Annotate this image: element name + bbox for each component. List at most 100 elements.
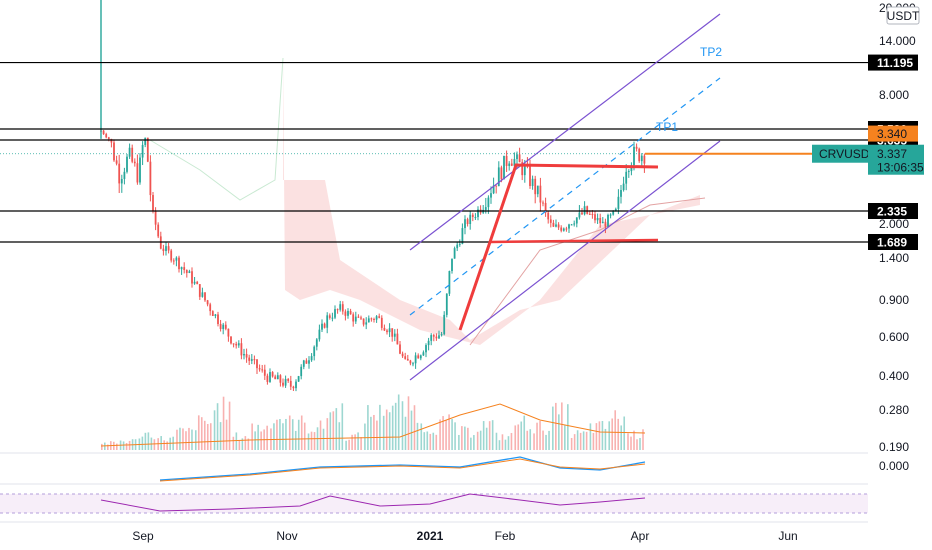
candle-body <box>523 165 526 176</box>
volume-bar <box>514 425 517 450</box>
candle-body <box>383 327 386 331</box>
candle-body <box>152 195 154 212</box>
candle-body <box>297 376 300 382</box>
candle-body <box>180 267 183 270</box>
candle-body <box>214 314 217 317</box>
volume-bar <box>407 396 410 450</box>
volume-bar <box>122 441 125 450</box>
volume-bar <box>410 410 413 450</box>
candle-body <box>362 318 365 325</box>
volume-bar <box>307 433 310 450</box>
candle-body <box>596 217 599 221</box>
candle-body <box>274 376 277 380</box>
candle-body <box>349 310 352 315</box>
volume-bar <box>370 416 372 450</box>
channel-upper-line <box>409 13 721 251</box>
volume-bar <box>488 421 491 450</box>
volume-bar <box>627 433 629 450</box>
volume-bar <box>191 429 193 450</box>
candle-body <box>565 228 568 230</box>
volume-bar <box>592 432 595 450</box>
volume-bar <box>391 405 394 450</box>
volume-bar <box>595 423 598 450</box>
candle-body <box>256 359 258 369</box>
candle-body <box>352 314 355 322</box>
candle-body <box>440 334 443 336</box>
candles <box>100 0 646 392</box>
candle-body <box>484 207 487 210</box>
volume-bar <box>617 418 620 450</box>
volume-bar <box>623 416 626 450</box>
candle-body <box>310 356 313 361</box>
volume-bar <box>367 405 369 450</box>
candle-body <box>113 142 115 161</box>
candle-body <box>308 360 310 364</box>
candle-body <box>500 167 503 180</box>
price-tick-label: 0.900 <box>879 293 909 307</box>
indicator-overlays <box>149 57 706 346</box>
currency-badge[interactable] <box>886 6 920 25</box>
volume-bar <box>364 423 366 450</box>
candle-body <box>107 137 110 139</box>
volume-bar <box>101 443 103 450</box>
volume-bar <box>266 425 268 450</box>
volume-bar <box>206 423 209 450</box>
volume-bar <box>379 404 381 450</box>
volume-bar <box>473 435 475 450</box>
candle-body <box>292 386 295 389</box>
price-axis: 20.00014.0008.0002.0001.4000.9000.6000.4… <box>812 1 924 473</box>
volume-bar <box>429 433 432 450</box>
level-tag-label: 11.195 <box>877 56 913 70</box>
candle-body <box>604 221 607 227</box>
candle-body <box>422 352 425 356</box>
volume-bar <box>426 431 429 450</box>
candle-body <box>341 304 344 312</box>
volume-bar <box>520 421 523 450</box>
candle-body <box>258 368 261 370</box>
candle-body <box>105 134 108 138</box>
candle-body <box>393 333 396 337</box>
volume-bar <box>228 401 231 450</box>
volume-bar <box>413 405 416 450</box>
candle-body <box>549 219 552 223</box>
candle-body <box>586 206 589 214</box>
volume-bar <box>517 424 520 450</box>
price-tick-label: 8.000 <box>879 88 909 102</box>
volume-bar <box>197 415 200 450</box>
candle-body <box>583 206 586 215</box>
volume-bar <box>636 439 638 450</box>
time-tick-label: Jun <box>778 529 797 543</box>
volume-ma-line <box>100 403 646 447</box>
candle-body <box>279 375 282 383</box>
volume-bar <box>285 418 287 450</box>
candle-body <box>406 358 409 361</box>
volume-bar <box>397 394 400 450</box>
candle-body <box>240 343 243 356</box>
volume-bar <box>291 419 294 450</box>
volume-bar <box>548 430 550 450</box>
orange-tag-bg <box>868 125 918 142</box>
tp1-label[interactable]: TP1 <box>656 120 678 134</box>
volume-bar <box>526 430 529 450</box>
tp2-label[interactable]: TP2 <box>700 45 722 59</box>
volume-bar <box>338 422 341 450</box>
candle-body <box>547 212 550 220</box>
candle-body <box>469 214 472 225</box>
candle-body <box>443 314 446 335</box>
candle-body <box>367 318 370 323</box>
candle-body <box>575 217 578 224</box>
volume-bar <box>576 430 579 450</box>
volume-bar <box>394 402 397 450</box>
symbol-tag-bg <box>812 144 868 163</box>
volume-bar <box>128 440 131 450</box>
volume-bar <box>633 430 635 450</box>
candle-body <box>448 271 451 294</box>
volume-bar <box>310 431 313 450</box>
volume-bar <box>470 437 472 450</box>
leading-span-line <box>149 57 284 201</box>
time-tick-label: Nov <box>276 529 297 543</box>
time-tick-label: Apr <box>631 529 650 543</box>
volume-bar <box>303 422 306 450</box>
volume-bar <box>313 432 316 450</box>
